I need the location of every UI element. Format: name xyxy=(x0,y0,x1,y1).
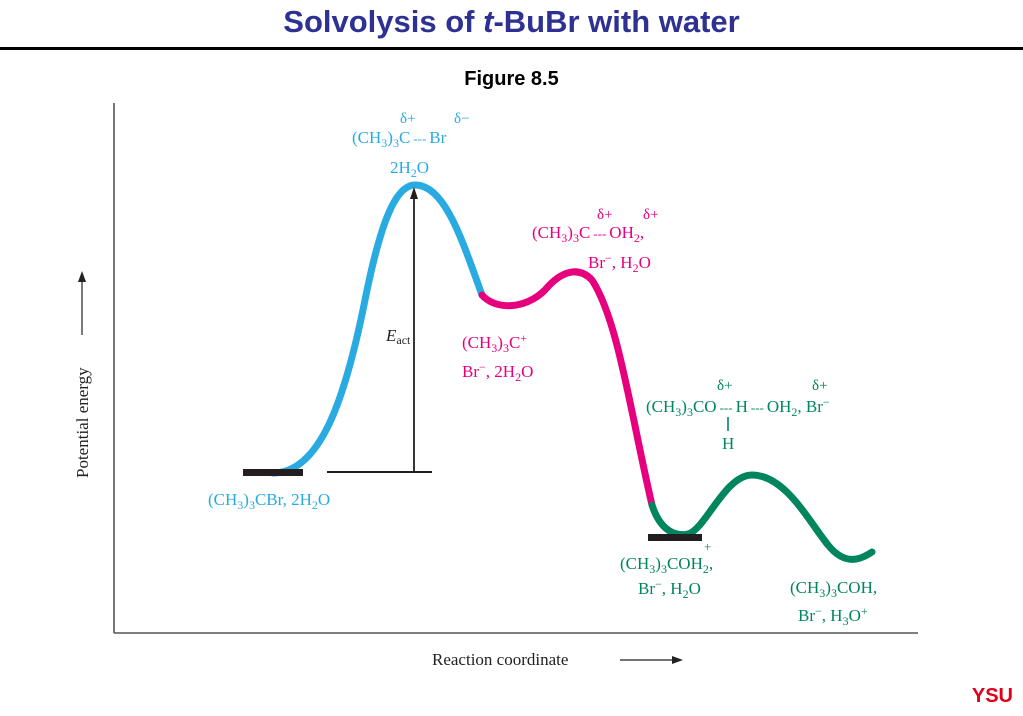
slide-title: Solvolysis of t-BuBr with water xyxy=(0,4,1023,40)
ts2-line2: Br−, H2O xyxy=(588,251,651,275)
oxonium-line2: Br−, H2O xyxy=(638,577,701,601)
ts2-line1: (CH3)3C --- OH2, xyxy=(532,223,644,245)
carbocation-line1: (CH3)3C+ xyxy=(462,331,527,355)
title-prefix: Solvolysis of xyxy=(283,4,484,39)
ts3-line1: (CH3)3CO --- H --- OH2, Br− xyxy=(646,395,830,419)
products-line1: (CH3)3COH, xyxy=(790,578,877,600)
oxonium-line1: (CH3)3COH2, xyxy=(620,554,713,576)
ysu-logo: YSU xyxy=(971,685,1013,707)
ts3-delta-plus-1: δ+ xyxy=(717,378,733,394)
reactants-label: (CH3)3CBr, 2H2O xyxy=(208,490,330,512)
ts1-line1: (CH3)3C --- Br xyxy=(352,128,447,150)
figure-caption: Figure 8.5 xyxy=(464,68,559,90)
eact-arrowhead xyxy=(410,187,418,199)
title-suffix: -BuBr with water xyxy=(493,4,740,39)
y-axis-label: Potential energy xyxy=(73,367,92,478)
oxonium-charge: + xyxy=(704,539,711,554)
ts3-delta-plus-2: δ+ xyxy=(812,378,828,394)
ts1-line2: 2H2O xyxy=(390,158,429,180)
ts2-delta-plus-1: δ+ xyxy=(597,207,613,223)
carbocation-line2: Br−, 2H2O xyxy=(462,360,533,384)
ts1-delta-plus: δ+ xyxy=(400,111,416,127)
reactant-level-bar xyxy=(243,469,303,476)
eact-label: Eact xyxy=(385,326,411,347)
ts3-h-below: H xyxy=(722,434,734,453)
y-axis-arrowhead xyxy=(78,271,86,282)
curve-step1 xyxy=(269,181,486,477)
ts2-delta-plus-2: δ+ xyxy=(643,207,659,223)
title-divider xyxy=(0,47,1023,50)
intermediate-level-bar xyxy=(648,534,702,541)
title-italic: t xyxy=(483,4,494,39)
x-axis-arrowhead xyxy=(672,656,683,664)
curve-step3 xyxy=(648,471,876,563)
curve-step2 xyxy=(478,268,656,509)
x-axis-label: Reaction coordinate xyxy=(432,650,568,669)
ts1-delta-minus: δ− xyxy=(454,111,470,127)
products-line2: Br−, H3O+ xyxy=(798,604,868,628)
